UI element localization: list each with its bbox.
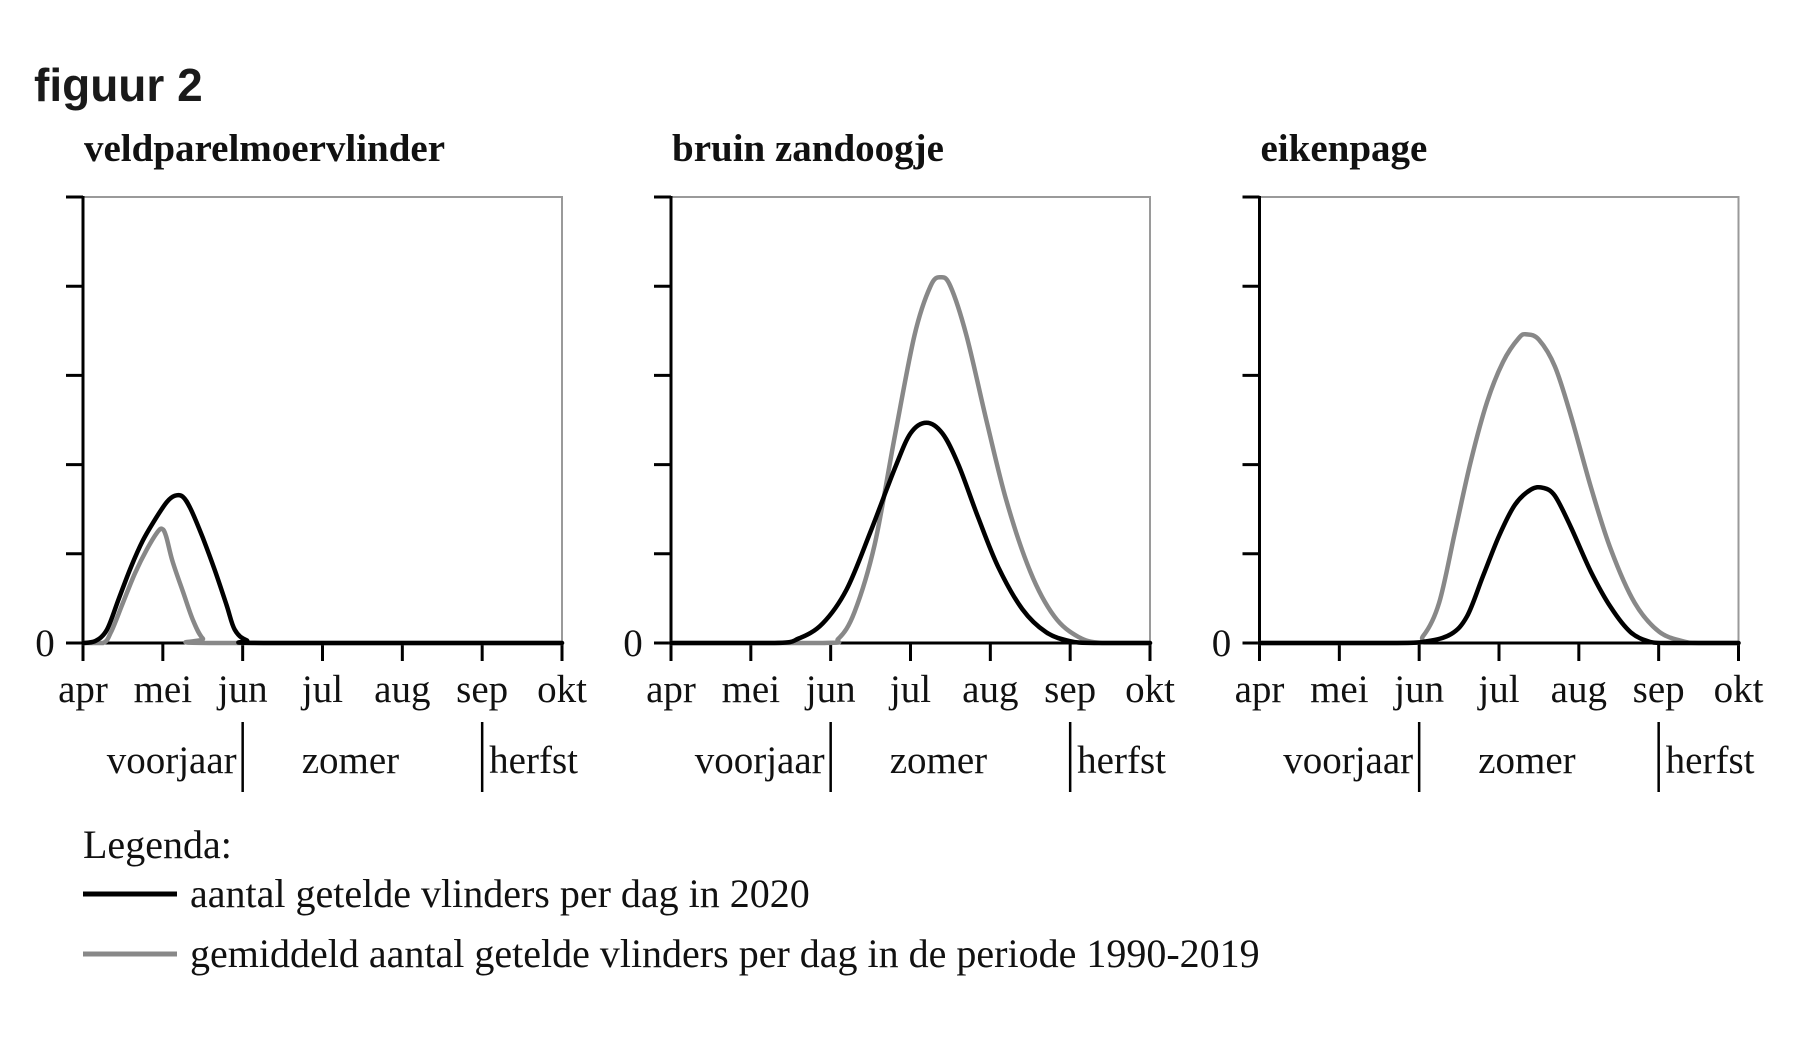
x-tick-label-jul: jul	[300, 668, 343, 711]
x-tick-label-okt: okt	[1714, 668, 1764, 711]
x-tick-label-aug: aug	[1551, 668, 1607, 711]
x-tick-label-sep: sep	[1044, 668, 1096, 711]
legend-label-2020: aantal getelde vlinders per dag in 2020	[190, 871, 810, 916]
figure-title: figuur 2	[34, 59, 203, 111]
series-line-average	[1257, 331, 1741, 646]
legend-label-average: gemiddeld aantal getelde vlinders per da…	[190, 931, 1260, 976]
x-tick-label-aug: aug	[374, 668, 430, 711]
x-tick-label-apr: apr	[646, 668, 696, 711]
series-line-average	[80, 526, 565, 646]
x-tick-label-mei: mei	[722, 668, 781, 711]
y-zero-label: 0	[1212, 622, 1232, 665]
plot-frame	[83, 196, 563, 643]
y-zero-label: 0	[35, 622, 55, 665]
series-line-2020	[1257, 484, 1741, 646]
x-tick-label-aug: aug	[962, 668, 1018, 711]
season-label-zomer: zomer	[302, 739, 399, 782]
x-tick-label-jun: jun	[1392, 668, 1444, 711]
season-label-voorjaar: voorjaar	[695, 739, 825, 782]
season-label-herfst: herfst	[1077, 739, 1166, 782]
plot-frame	[1259, 196, 1740, 643]
x-tick-label-okt: okt	[537, 668, 587, 711]
plot-frame	[671, 196, 1151, 643]
x-tick-label-mei: mei	[1310, 668, 1369, 711]
panel-title: bruin zandoogje	[672, 127, 944, 170]
season-label-zomer: zomer	[890, 739, 987, 782]
y-zero-label: 0	[623, 622, 643, 665]
season-label-herfst: herfst	[489, 739, 578, 782]
x-tick-label-apr: apr	[58, 668, 108, 711]
x-tick-label-apr: apr	[1235, 668, 1285, 711]
x-tick-label-jun: jun	[804, 668, 856, 711]
legend: Legenda: aantal getelde vlinders per dag…	[83, 822, 1260, 976]
x-tick-label-jun: jun	[216, 668, 268, 711]
x-tick-label-jul: jul	[1476, 668, 1519, 711]
season-label-herfst: herfst	[1666, 739, 1755, 782]
series-line-2020	[80, 492, 565, 646]
series-line-2020	[668, 420, 1153, 646]
panel-title: veldparelmoervlinder	[84, 127, 445, 170]
x-tick-label-sep: sep	[456, 668, 508, 711]
panel-title: eikenpage	[1261, 127, 1428, 170]
season-label-zomer: zomer	[1478, 739, 1575, 782]
season-label-voorjaar: voorjaar	[107, 739, 237, 782]
x-tick-label-okt: okt	[1125, 668, 1175, 711]
x-tick-label-jul: jul	[888, 668, 931, 711]
series-line-average	[668, 275, 1153, 646]
legend-heading: Legenda:	[83, 822, 232, 867]
x-tick-label-sep: sep	[1633, 668, 1685, 711]
x-tick-label-mei: mei	[134, 668, 193, 711]
season-label-voorjaar: voorjaar	[1283, 739, 1413, 782]
